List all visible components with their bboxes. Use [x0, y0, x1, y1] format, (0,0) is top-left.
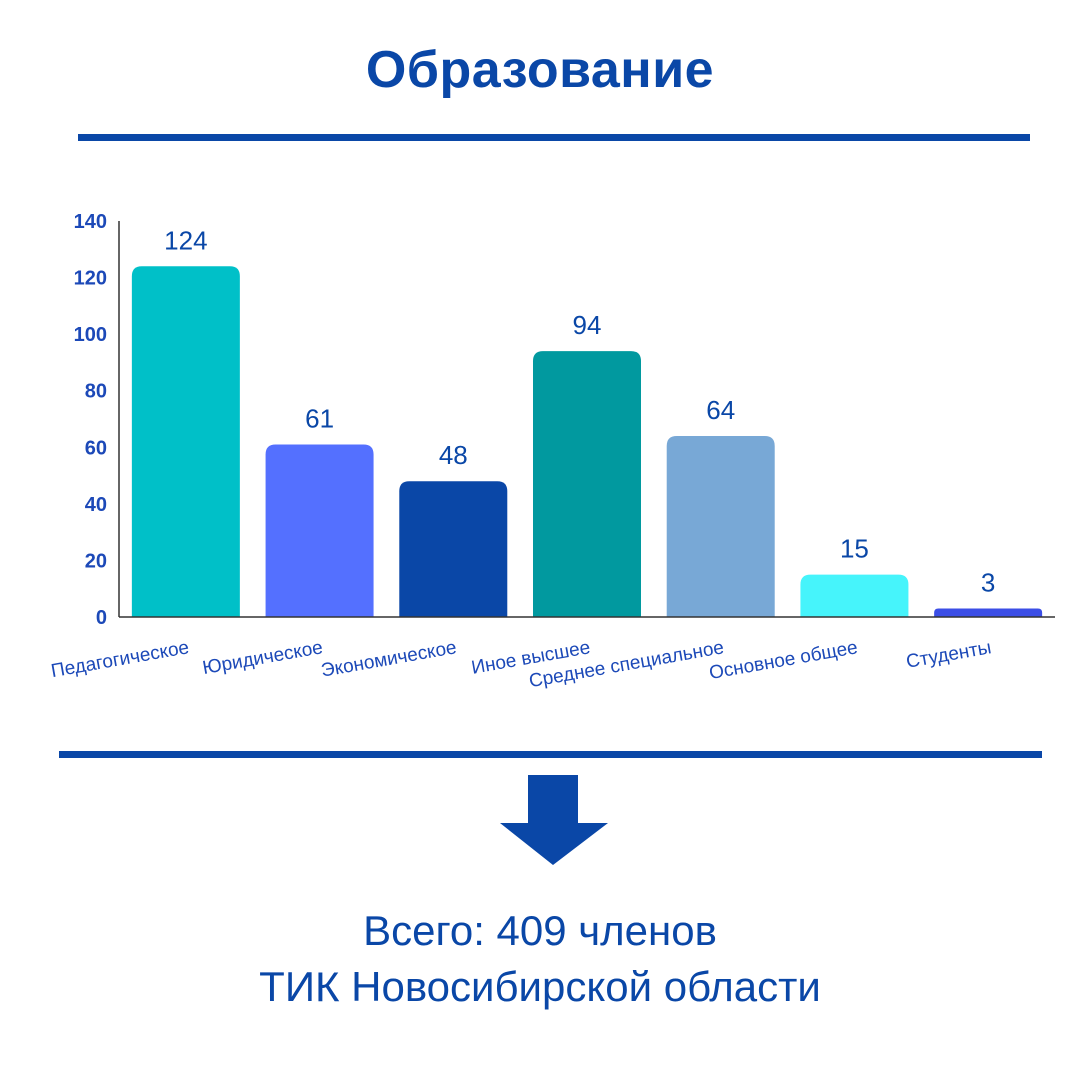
bar	[131, 266, 240, 617]
y-axis-tick-labels: 0 20 40 60 80 100 120 140	[74, 211, 107, 629]
y-tick-label: 0	[96, 607, 107, 629]
bottom-divider	[59, 751, 1042, 758]
data-label: 124	[164, 225, 207, 255]
bar-chart: 0 20 40 60 80 100 120 140 124 61 48 94 64 15 3 Педаго…	[49, 211, 1055, 692]
bar	[399, 481, 508, 617]
x-tick-label: Студенты	[905, 637, 993, 673]
data-label: 61	[305, 403, 334, 433]
organization-name-text: ТИК Новосибирской области	[259, 963, 821, 1010]
y-tick-label: 80	[85, 381, 107, 403]
x-tick-label: Педагогическое	[49, 637, 190, 682]
data-label: 3	[981, 568, 995, 598]
bar	[533, 351, 641, 617]
y-tick-label: 20	[85, 550, 107, 572]
x-tick-label: Экономическое	[319, 637, 458, 681]
y-tick-label: 40	[85, 494, 107, 516]
bar	[934, 608, 1043, 617]
top-divider	[78, 134, 1030, 141]
data-label: 64	[706, 395, 735, 425]
bar	[666, 435, 775, 617]
data-label: 15	[840, 534, 869, 564]
y-tick-label: 120	[74, 268, 107, 290]
arrow-down-icon	[500, 775, 608, 865]
data-label: 94	[573, 310, 602, 340]
data-label: 48	[439, 440, 468, 470]
data-labels-group: 124 61 48 94 64 15 3	[164, 225, 995, 597]
bars-group	[131, 266, 1043, 617]
total-members-text: Всего: 409 членов	[363, 907, 717, 954]
y-tick-label: 60	[85, 437, 107, 459]
page-title: Образование	[365, 41, 715, 99]
y-tick-label: 140	[74, 211, 107, 233]
bar	[800, 574, 909, 617]
y-tick-label: 100	[74, 324, 107, 346]
bar	[265, 444, 374, 617]
x-tick-label: Основное общее	[708, 637, 860, 684]
x-tick-label: Юридическое	[201, 637, 325, 679]
